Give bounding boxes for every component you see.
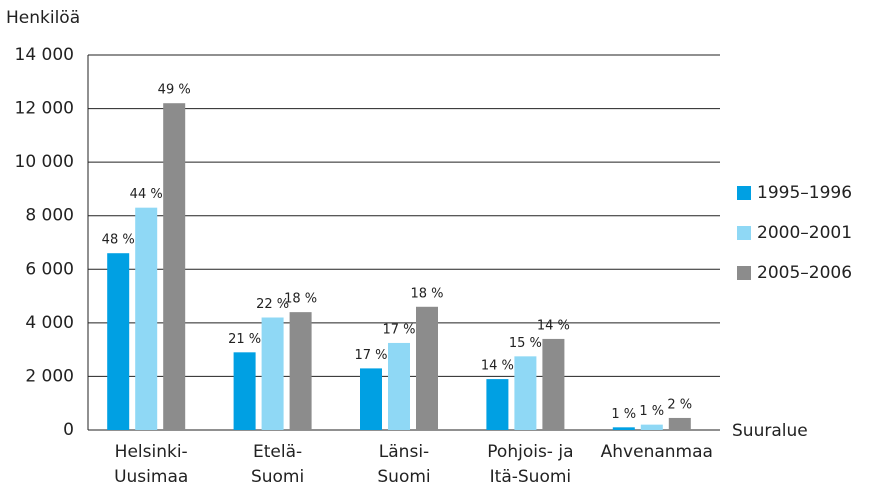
x-tick-label: Suomi [251, 467, 304, 487]
x-tick-label: Suomi [377, 467, 430, 487]
data-label: 18 % [410, 286, 443, 301]
bar [163, 103, 186, 430]
data-label: 48 % [102, 233, 135, 248]
y-tick-label: 6 000 [25, 259, 74, 279]
data-label: 1 % [639, 404, 664, 419]
y-axis-label: Henkilöä [6, 8, 80, 28]
bar [416, 306, 438, 430]
legend-swatch [737, 186, 751, 200]
bar [668, 417, 691, 430]
legend-swatch [737, 226, 751, 240]
legend-label: 2000–2001 [757, 223, 852, 243]
bar [261, 317, 284, 430]
legend-label: 2005–2006 [757, 263, 852, 283]
y-tick-label: 10 000 [15, 152, 74, 172]
data-label: 22 % [256, 297, 289, 312]
data-label: 44 % [130, 187, 163, 202]
data-label: 15 % [509, 336, 542, 351]
y-tick-label: 4 000 [25, 313, 74, 333]
bar [289, 312, 312, 430]
legend-label: 1995–1996 [757, 183, 852, 203]
data-label: 17 % [354, 348, 387, 363]
bar [107, 253, 130, 430]
y-tick-label: 14 000 [15, 45, 74, 65]
legend-swatch [737, 266, 751, 280]
bar [640, 424, 663, 430]
x-tick-label: Itä-Suomi [490, 467, 571, 487]
x-tick-label: Pohjois- ja [487, 442, 573, 462]
data-label: 18 % [284, 292, 317, 307]
data-label: 1 % [611, 407, 636, 422]
x-tick-label: Etelä- [253, 442, 302, 462]
data-label: 2 % [667, 397, 692, 412]
y-tick-label: 8 000 [25, 206, 74, 226]
data-label: 49 % [158, 83, 191, 98]
bar [135, 207, 158, 430]
x-axis-label: Suuralue [732, 421, 808, 441]
data-label: 14 % [481, 359, 514, 374]
x-tick-label: Uusimaa [114, 467, 188, 487]
x-tick-label: Länsi- [379, 442, 429, 462]
bar [542, 338, 565, 430]
y-tick-label: 2 000 [25, 366, 74, 386]
bar [360, 368, 382, 430]
data-label: 21 % [228, 332, 261, 347]
y-tick-label: 0 [63, 420, 74, 440]
bar [514, 356, 537, 430]
bar [486, 379, 509, 430]
bar [233, 352, 256, 430]
bar [612, 427, 635, 430]
x-tick-label: Helsinki- [115, 442, 188, 462]
x-tick-label: Ahvenanmaa [601, 442, 713, 462]
bar [388, 342, 410, 430]
data-label: 17 % [382, 322, 415, 337]
data-label: 14 % [537, 318, 570, 333]
y-tick-label: 12 000 [15, 99, 74, 119]
